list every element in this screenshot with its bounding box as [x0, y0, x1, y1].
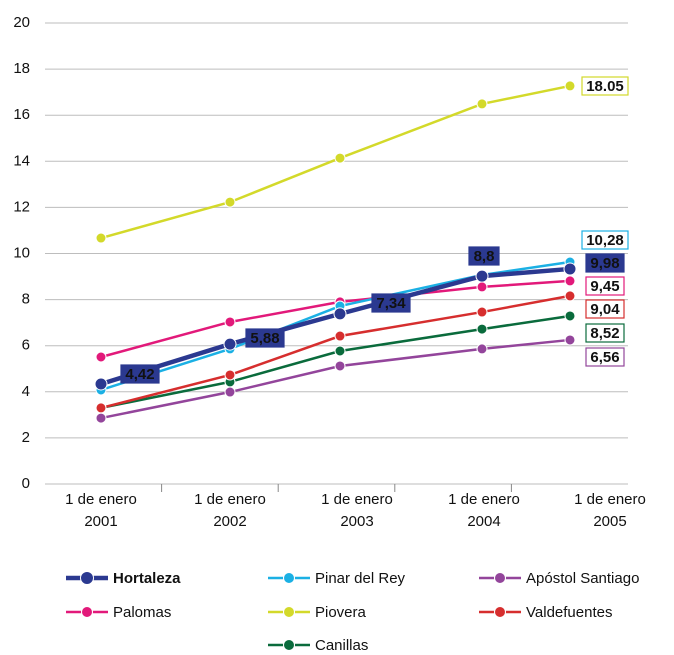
legend-marker: [494, 572, 506, 584]
data-point: [476, 323, 488, 335]
annotation: 18.05: [586, 78, 624, 95]
data-point: [334, 345, 346, 357]
annotation-box: [585, 299, 625, 319]
data-point: [564, 290, 576, 302]
y-tick-label: 6: [22, 337, 30, 354]
y-tick-label: 16: [13, 106, 30, 123]
x-tick-label: 1 de enero: [194, 491, 266, 508]
annotation-box: [468, 246, 500, 266]
data-point: [564, 275, 576, 287]
y-tick-label: 10: [13, 244, 30, 261]
annotation-box: [585, 253, 625, 273]
annotation-box: [371, 293, 411, 313]
legend-marker: [81, 606, 93, 618]
data-point: [224, 196, 236, 208]
annotation-box: [120, 364, 160, 384]
data-point: [476, 343, 488, 355]
y-tick-label: 14: [13, 152, 30, 169]
annotation: 6,56: [590, 349, 619, 366]
y-tick-label: 0: [22, 475, 30, 492]
legend-label: Palomas: [113, 604, 171, 621]
legend-marker: [283, 572, 295, 584]
x-tick-label: 2001: [84, 513, 117, 530]
annotation-box: [585, 347, 625, 367]
data-point: [334, 330, 346, 342]
data-point: [476, 306, 488, 318]
data-point: [476, 281, 488, 293]
annotation: 9,45: [590, 278, 619, 295]
legend-marker: [494, 606, 506, 618]
annotation-box: [581, 230, 629, 250]
data-point: [564, 310, 576, 322]
data-point: [564, 80, 576, 92]
data-point: [334, 152, 346, 164]
data-point: [95, 402, 107, 414]
data-point: [223, 337, 237, 351]
legend-label: Canillas: [315, 637, 368, 654]
data-point: [563, 262, 577, 276]
data-point: [334, 360, 346, 372]
annotation: 7,34: [376, 295, 406, 312]
legend-label: Valdefuentes: [526, 604, 612, 621]
data-point: [95, 232, 107, 244]
data-point: [224, 386, 236, 398]
y-tick-label: 18: [13, 60, 30, 77]
annotation: 8,8: [474, 248, 495, 265]
data-point: [224, 316, 236, 328]
data-point: [224, 369, 236, 381]
annotation-box: [245, 328, 285, 348]
x-tick-label: 2002: [213, 513, 246, 530]
annotation: 9,98: [590, 255, 619, 272]
annotation-box: [585, 276, 625, 296]
annotation-box: [585, 323, 625, 343]
legend-label: Piovera: [315, 604, 367, 621]
data-point: [333, 307, 347, 321]
data-point: [94, 377, 108, 391]
legend-marker: [283, 639, 295, 651]
y-tick-label: 20: [13, 14, 30, 31]
annotation: 9,04: [590, 301, 620, 318]
legend-marker: [283, 606, 295, 618]
data-point: [476, 98, 488, 110]
x-tick-label: 1 de enero: [321, 491, 393, 508]
x-tick-label: 2005: [593, 513, 626, 530]
legend-label: Hortaleza: [113, 570, 181, 587]
x-tick-label: 1 de enero: [448, 491, 520, 508]
y-tick-label: 12: [13, 198, 30, 215]
data-point: [95, 412, 107, 424]
x-tick-label: 2004: [467, 513, 500, 530]
y-tick-label: 2: [22, 429, 30, 446]
x-tick-label: 1 de enero: [65, 491, 137, 508]
x-tick-label: 2003: [340, 513, 373, 530]
data-point: [475, 269, 489, 283]
series-line: [100, 84, 571, 240]
legend-label: Pinar del Rey: [315, 570, 406, 587]
annotation: 4,42: [125, 366, 154, 383]
legend-marker: [80, 571, 94, 585]
x-tick-label: 1 de enero: [574, 491, 646, 508]
annotation-box: [581, 76, 629, 96]
annotation: 10,28: [586, 232, 624, 249]
annotation: 5,88: [250, 330, 279, 347]
legend-label: Apóstol Santiago: [526, 570, 639, 587]
data-point: [564, 334, 576, 346]
y-tick-label: 8: [22, 291, 30, 308]
annotation: 8,52: [590, 325, 619, 342]
data-point: [95, 351, 107, 363]
y-tick-label: 4: [22, 383, 30, 400]
